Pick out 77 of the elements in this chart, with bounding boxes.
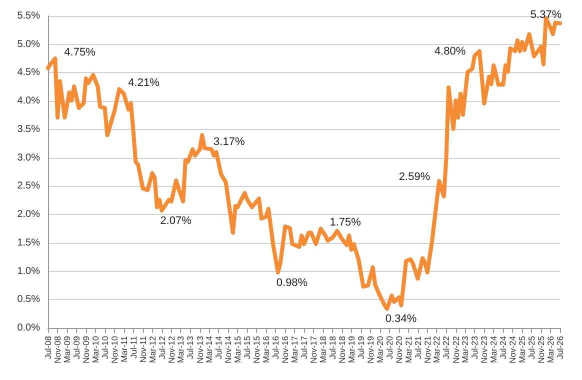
x-tick-label: Mar-11 xyxy=(118,336,129,362)
x-tick-label: Nov-18 xyxy=(337,336,348,364)
x-tick-label: Mar-12 xyxy=(147,336,158,363)
x-tick-label: Nov-10 xyxy=(109,336,120,364)
x-tick-label: Jul-24 xyxy=(498,336,508,360)
x-tick-label: Mar-16 xyxy=(261,336,272,363)
x-tick-label: Jul-21 xyxy=(412,336,423,360)
y-tick-label: 4.5% xyxy=(17,67,40,78)
y-tick-label: 0.5% xyxy=(17,294,40,306)
x-tick-label: Nov-23 xyxy=(479,336,490,364)
x-tick-label: Jul-09 xyxy=(71,336,82,360)
x-tick-label: Nov-17 xyxy=(308,336,319,364)
data-label: 0.98% xyxy=(276,276,308,289)
data-label: 2.07% xyxy=(160,215,192,228)
x-tick-label: Jul-14 xyxy=(214,336,224,360)
x-tick-label: Mar-21 xyxy=(403,336,414,363)
x-tick-label: Mar-15 xyxy=(232,336,243,363)
y-tick-label: 5.5% xyxy=(17,10,40,22)
y-tick-label: 2.5% xyxy=(17,180,40,192)
data-label: 1.75% xyxy=(330,216,362,229)
x-tick-label: Nov-16 xyxy=(280,336,290,364)
y-tick-label: 0.0% xyxy=(17,322,40,334)
x-tick-label: Mar-13 xyxy=(176,336,186,363)
x-tick-label: Jul-08 xyxy=(43,336,53,360)
x-tick-label: Jul-16 xyxy=(270,336,281,360)
data-label: 4.80% xyxy=(434,46,466,58)
data-label: 5.37% xyxy=(530,8,562,21)
y-tick-label: 1.5% xyxy=(17,237,40,248)
x-tick-label: Mar-14 xyxy=(204,336,214,363)
x-tick-label: Jul-22 xyxy=(441,336,452,360)
x-tick-label: Mar-20 xyxy=(374,336,385,363)
x-tick-label: Jul-18 xyxy=(327,336,338,360)
data-label: 2.59% xyxy=(398,171,430,184)
x-tick-label: Jul-26 xyxy=(555,336,565,360)
x-tick-label: Mar-22 xyxy=(432,336,442,363)
data-label: 0.34% xyxy=(385,313,417,326)
x-tick-label: Nov-24 xyxy=(508,336,518,364)
x-tick-label: Nov-21 xyxy=(422,336,432,364)
x-tick-label: Nov-15 xyxy=(252,336,262,364)
x-tick-label: Nov-09 xyxy=(81,336,92,364)
x-tick-label: Nov-19 xyxy=(365,336,376,364)
x-tick-label: Nov-22 xyxy=(450,336,461,364)
x-tick-label: Nov-08 xyxy=(52,336,63,364)
x-tick-label: Jul-11 xyxy=(128,336,138,359)
x-tick-label: Mar-19 xyxy=(346,336,356,363)
y-tick-label: 2.0% xyxy=(17,209,40,220)
x-tick-label: Mar-18 xyxy=(318,336,328,363)
x-tick-label: Nov-20 xyxy=(394,336,404,364)
x-tick-label: Mar-26 xyxy=(546,336,556,363)
data-label: 3.17% xyxy=(214,136,245,148)
x-tick-label: Nov-14 xyxy=(223,336,234,364)
y-tick-label: 5.0% xyxy=(17,38,40,50)
x-tick-label: Nov-13 xyxy=(194,336,205,364)
x-tick-label: Jul-10 xyxy=(100,336,110,360)
y-tick-label: 1.0% xyxy=(17,266,40,277)
x-tick-label: Jul-13 xyxy=(185,336,196,360)
x-tick-label: Jul-20 xyxy=(384,336,394,360)
y-tick-label: 3.0% xyxy=(17,152,40,164)
x-tick-label: Mar-24 xyxy=(488,336,499,363)
y-tick-label: 3.5% xyxy=(17,124,40,135)
data-label: 4.75% xyxy=(64,46,96,59)
data-label: 4.21% xyxy=(128,77,160,90)
x-tick-label: Mar-10 xyxy=(90,336,100,363)
x-tick-label: Mar-09 xyxy=(62,336,72,363)
x-tick-label: Nov-25 xyxy=(536,336,546,364)
x-tick-label: Nov-11 xyxy=(138,336,148,363)
x-tick-label: Jul-25 xyxy=(526,336,537,360)
x-tick-label: Jul-23 xyxy=(470,336,480,360)
x-tick-label: Jul-12 xyxy=(156,336,167,360)
x-tick-label: Mar-23 xyxy=(460,336,470,363)
x-tick-label: Jul-17 xyxy=(299,336,309,360)
x-tick-label: Mar-25 xyxy=(517,336,528,363)
x-tick-label: Jul-15 xyxy=(242,336,252,360)
x-tick-label: Jul-19 xyxy=(356,336,366,360)
y-tick-label: 4.0% xyxy=(17,96,40,107)
x-tick-label: Mar-17 xyxy=(290,336,300,363)
x-tick-label: Nov-12 xyxy=(166,336,176,364)
